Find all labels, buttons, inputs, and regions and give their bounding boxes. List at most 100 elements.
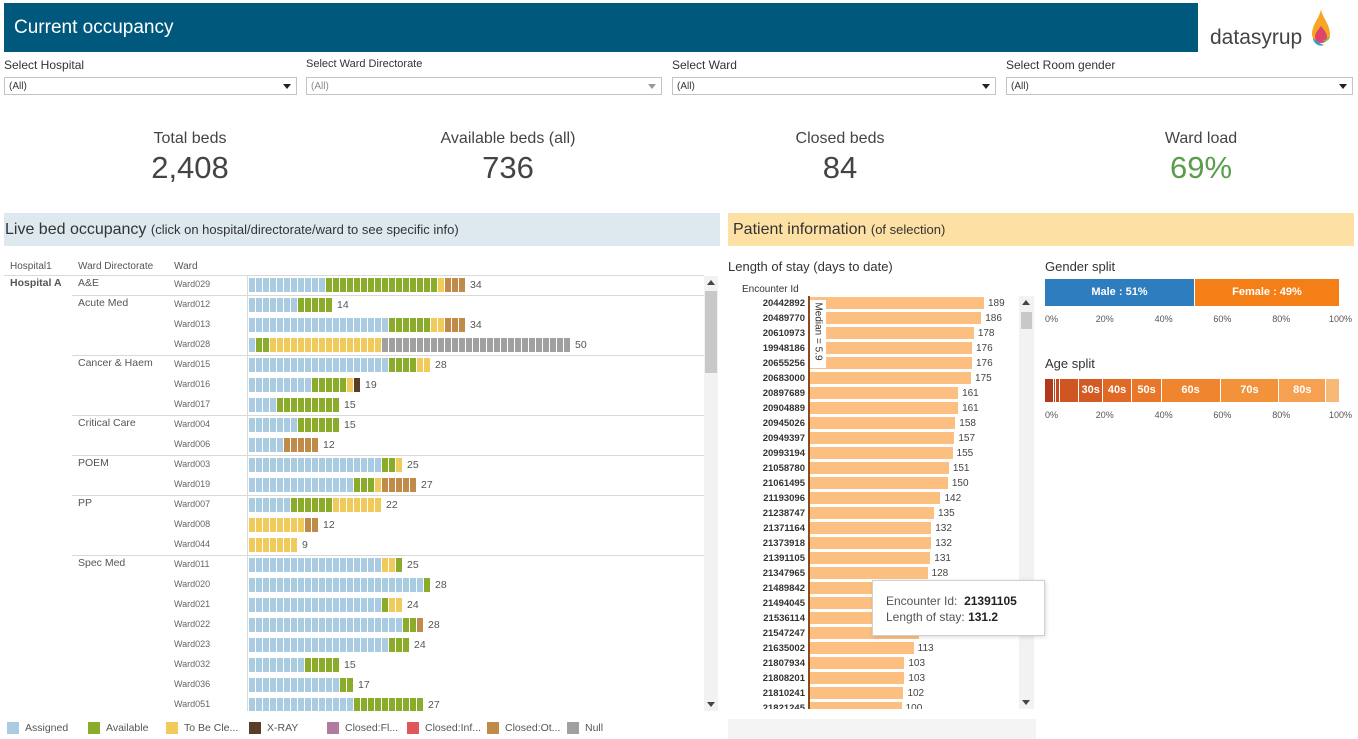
occupancy-table[interactable]: Hospital A A&E Ward029 34 Acute Med Ward012 14…	[4, 275, 704, 711]
ward-row[interactable]: Ward023 24	[4, 635, 704, 655]
scroll-thumb[interactable]	[705, 291, 717, 373]
ward-label[interactable]: Ward015	[174, 359, 211, 369]
ward-label[interactable]: Ward022	[174, 619, 211, 629]
los-row[interactable]: 20489770 186	[728, 311, 1019, 326]
ward-row[interactable]: Ward036 17	[4, 675, 704, 695]
los-row[interactable]: 20949397 157	[728, 431, 1019, 446]
split-segment[interactable]	[1055, 379, 1060, 402]
ward-row[interactable]: POEM Ward003 25	[4, 455, 704, 475]
los-bar[interactable]	[809, 387, 959, 399]
ward-label[interactable]: Ward032	[174, 659, 211, 669]
los-bar[interactable]	[809, 402, 959, 414]
ward-row[interactable]: Ward044 9	[4, 535, 704, 555]
los-bar[interactable]	[809, 642, 914, 654]
los-row[interactable]: 21821245 100	[728, 701, 1019, 709]
los-bar[interactable]	[809, 417, 956, 429]
los-bar[interactable]	[809, 447, 953, 459]
ward-row[interactable]: Ward051 27	[4, 695, 704, 711]
split-segment[interactable]: 80s	[1279, 379, 1326, 402]
ward-row[interactable]: PP Ward007 22	[4, 495, 704, 515]
directorate-label[interactable]: Spec Med	[78, 557, 126, 569]
directorate-label[interactable]: A&E	[78, 277, 100, 289]
encounter-id[interactable]: 20897689	[762, 388, 805, 399]
encounter-id[interactable]: 20949397	[762, 433, 805, 444]
los-scrollbar[interactable]	[1019, 296, 1034, 709]
ward-label[interactable]: Ward004	[174, 419, 211, 429]
hospital-label[interactable]: Hospital A	[10, 277, 62, 289]
los-row[interactable]: 20993194 155	[728, 446, 1019, 461]
los-row[interactable]: 21635002 113	[728, 641, 1019, 656]
ward-label[interactable]: Ward016	[174, 379, 211, 389]
los-bar[interactable]	[809, 342, 972, 354]
split-segment[interactable]	[1326, 379, 1339, 402]
los-row[interactable]: 21810241 102	[728, 686, 1019, 701]
encounter-id[interactable]: 20683000	[762, 373, 805, 384]
los-bar[interactable]	[809, 357, 972, 369]
los-bar[interactable]	[809, 477, 948, 489]
ward-label[interactable]: Ward017	[174, 399, 211, 409]
ward-label[interactable]: Ward013	[174, 319, 211, 329]
ward-row[interactable]: Ward032 15	[4, 655, 704, 675]
ward-row[interactable]: Hospital A A&E Ward029 34	[4, 275, 704, 295]
los-bar[interactable]	[809, 657, 905, 669]
ward-row[interactable]: Ward013 34	[4, 315, 704, 335]
split-segment[interactable]: 60s	[1161, 379, 1220, 402]
split-segment[interactable]	[1053, 379, 1055, 402]
encounter-id[interactable]: 20904889	[762, 403, 805, 414]
los-row[interactable]: 21193096 142	[728, 491, 1019, 506]
scroll-down-icon[interactable]	[1022, 700, 1030, 705]
ward-row[interactable]: Ward016 19	[4, 375, 704, 395]
encounter-id[interactable]: 21489842	[762, 583, 805, 594]
ward-label[interactable]: Ward008	[174, 519, 211, 529]
encounter-id[interactable]: 21373918	[762, 538, 805, 549]
los-bar[interactable]	[809, 702, 902, 709]
ward-row[interactable]: Acute Med Ward012 14	[4, 295, 704, 315]
ward-label[interactable]: Ward036	[174, 679, 211, 689]
split-segment[interactable]	[1045, 379, 1053, 402]
los-row[interactable]: 21238747 135	[728, 506, 1019, 521]
ward-select[interactable]: (All)	[672, 77, 996, 95]
encounter-id[interactable]: 20993194	[762, 448, 805, 459]
ward-row[interactable]: Ward017 15	[4, 395, 704, 415]
scroll-up-icon[interactable]	[1022, 300, 1030, 305]
split-segment[interactable]: 30s	[1079, 379, 1102, 402]
directorate-label[interactable]: Cancer & Haem	[78, 357, 153, 369]
ward-label[interactable]: Ward021	[174, 599, 211, 609]
los-row[interactable]: 21347965 128	[728, 566, 1019, 581]
los-row[interactable]: 20897689 161	[728, 386, 1019, 401]
ward-label[interactable]: Ward044	[174, 539, 211, 549]
split-segment[interactable]: Male : 51%	[1045, 279, 1194, 306]
encounter-id[interactable]: 21810241	[762, 688, 805, 699]
encounter-id[interactable]: 21547247	[762, 628, 805, 639]
encounter-id[interactable]: 21347965	[762, 568, 805, 579]
directorate-select[interactable]: (All)	[306, 77, 662, 95]
ward-label[interactable]: Ward020	[174, 579, 211, 589]
ward-label[interactable]: Ward019	[174, 479, 211, 489]
los-row[interactable]: 20442892 189	[728, 296, 1019, 311]
split-segment[interactable]: Female : 49%	[1194, 279, 1339, 306]
los-bar[interactable]	[809, 672, 905, 684]
ward-row[interactable]: Ward020 28	[4, 575, 704, 595]
ward-row[interactable]: Cancer & Haem Ward015 28	[4, 355, 704, 375]
ward-row[interactable]: Spec Med Ward011 25	[4, 555, 704, 575]
los-bar[interactable]	[809, 312, 982, 324]
los-bar[interactable]	[809, 552, 931, 564]
encounter-id[interactable]: 19948186	[762, 343, 805, 354]
encounter-id[interactable]: 21193096	[763, 493, 805, 504]
los-row[interactable]: 21058780 151	[728, 461, 1019, 476]
directorate-label[interactable]: Acute Med	[78, 297, 129, 309]
split-segment[interactable]: 40s	[1102, 379, 1132, 402]
los-bar[interactable]	[809, 372, 972, 384]
los-chart[interactable]: 20442892 189 20489770 186 20610973 178 1994818…	[728, 296, 1019, 709]
encounter-id[interactable]: 21494045	[762, 598, 805, 609]
encounter-id[interactable]: 21391105	[763, 553, 805, 564]
ward-label[interactable]: Ward023	[174, 639, 211, 649]
scroll-down-icon[interactable]	[707, 702, 715, 707]
room-gender-select[interactable]: (All)	[1006, 77, 1353, 95]
age-split-bar[interactable]: 30s 40s 50s 60s 70s 80s	[1045, 379, 1339, 402]
encounter-id[interactable]: 20442892	[762, 298, 805, 309]
directorate-label[interactable]: POEM	[78, 457, 109, 469]
ward-label[interactable]: Ward028	[174, 339, 211, 349]
los-bar[interactable]	[809, 537, 932, 549]
directorate-label[interactable]: Critical Care	[78, 417, 136, 429]
